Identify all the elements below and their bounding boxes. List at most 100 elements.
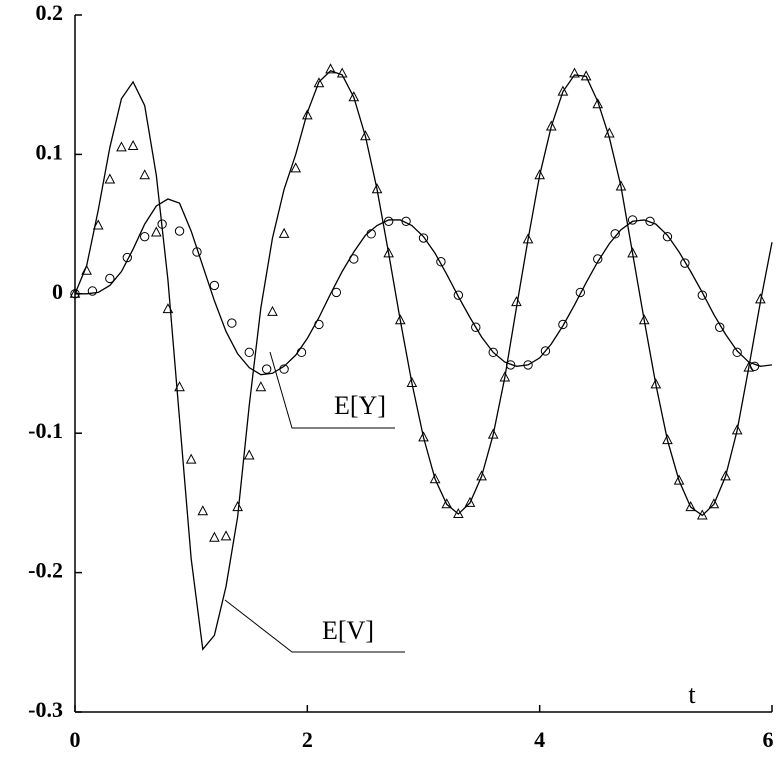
triangle-marker bbox=[116, 141, 127, 152]
triangle-marker bbox=[685, 501, 697, 512]
triangle-marker bbox=[545, 120, 557, 131]
triangle-marker bbox=[592, 98, 604, 109]
curve bbox=[75, 198, 773, 376]
leader-line bbox=[269, 351, 395, 429]
triangle-marker bbox=[174, 381, 185, 392]
circle-marker bbox=[366, 229, 376, 239]
triangle-marker bbox=[731, 424, 743, 435]
x-axis-label: t bbox=[688, 680, 696, 709]
triangle-marker bbox=[464, 496, 476, 507]
x-tick-label: 6 bbox=[763, 727, 774, 752]
triangle-marker bbox=[743, 361, 755, 372]
triangle-marker bbox=[441, 498, 453, 509]
triangle-marker bbox=[302, 109, 313, 120]
circle-marker bbox=[209, 280, 220, 291]
circle-marker bbox=[645, 216, 655, 227]
y-tick-label: 0.2 bbox=[36, 0, 64, 25]
triangle-marker bbox=[511, 296, 522, 307]
triangle-marker bbox=[185, 453, 197, 464]
y-tick-label: -0.1 bbox=[28, 418, 63, 443]
triangle-marker bbox=[650, 378, 662, 389]
triangle-marker bbox=[487, 428, 499, 439]
circle-marker bbox=[680, 258, 690, 268]
circle-marker bbox=[157, 219, 167, 229]
triangle-marker bbox=[615, 180, 627, 191]
triangle-marker bbox=[290, 162, 302, 173]
triangle-marker bbox=[406, 376, 418, 388]
triangle-marker bbox=[232, 501, 243, 512]
circle-marker bbox=[523, 360, 533, 370]
triangle-marker bbox=[418, 431, 429, 442]
triangle-marker bbox=[429, 473, 441, 484]
triangle-marker bbox=[569, 67, 580, 78]
triangle-marker bbox=[220, 530, 232, 541]
triangle-marker bbox=[162, 303, 174, 314]
triangle-marker bbox=[499, 371, 511, 382]
circle-marker bbox=[488, 347, 498, 358]
circle-marker bbox=[471, 322, 481, 332]
x-tick-label: 0 bbox=[70, 727, 81, 752]
triangle-marker bbox=[127, 139, 139, 151]
triangle-marker bbox=[476, 470, 487, 481]
triangle-marker bbox=[383, 247, 394, 258]
y-tick-label: -0.2 bbox=[28, 558, 63, 583]
triangle-marker bbox=[243, 449, 255, 460]
triangle-marker bbox=[522, 233, 534, 244]
circle-marker bbox=[540, 346, 551, 356]
triangle-marker bbox=[255, 381, 267, 392]
triangle-marker bbox=[139, 169, 151, 180]
triangle-marker bbox=[313, 77, 325, 88]
triangle-marker bbox=[627, 247, 638, 258]
circle-marker bbox=[349, 254, 359, 264]
circle-marker bbox=[610, 229, 620, 239]
x-tick-label: 4 bbox=[534, 727, 545, 752]
triangle-marker bbox=[453, 507, 464, 519]
series-label: E[Y] bbox=[334, 391, 386, 420]
triangle-marker bbox=[197, 505, 209, 516]
circle-marker bbox=[244, 347, 254, 358]
circle-marker bbox=[697, 290, 707, 300]
triangle-marker bbox=[708, 498, 720, 509]
circle-marker bbox=[558, 319, 568, 330]
circle-marker bbox=[261, 364, 272, 374]
triangle-marker bbox=[92, 219, 104, 230]
circle-marker bbox=[436, 257, 446, 267]
circle-marker bbox=[749, 361, 760, 371]
triangle-marker bbox=[557, 85, 569, 96]
circle-marker bbox=[140, 231, 150, 242]
circle-marker bbox=[227, 318, 237, 328]
triangle-marker bbox=[267, 305, 278, 316]
circle-marker bbox=[505, 360, 516, 370]
y-tick-label: -0.3 bbox=[28, 697, 63, 722]
triangle-marker bbox=[604, 127, 615, 138]
triangle-marker bbox=[662, 434, 673, 445]
series-label: E[V] bbox=[322, 616, 374, 645]
triangle-marker bbox=[534, 169, 545, 180]
triangle-marker bbox=[209, 531, 220, 542]
circle-marker bbox=[732, 347, 742, 358]
circle-marker bbox=[575, 287, 586, 298]
triangle-marker bbox=[150, 226, 162, 237]
triangle-marker bbox=[673, 474, 685, 485]
circle-marker bbox=[453, 290, 464, 300]
triangle-marker bbox=[580, 70, 592, 81]
triangle-marker bbox=[755, 293, 766, 304]
y-tick-label: 0.1 bbox=[36, 139, 64, 164]
triangle-marker bbox=[336, 67, 348, 78]
circle-marker bbox=[279, 364, 289, 374]
triangle-marker bbox=[696, 509, 708, 520]
circle-marker bbox=[331, 287, 342, 298]
triangle-marker bbox=[638, 314, 650, 325]
circle-marker bbox=[122, 252, 132, 263]
circle-marker bbox=[627, 215, 638, 225]
circle-marker bbox=[314, 319, 324, 330]
triangle-marker bbox=[81, 264, 92, 275]
circle-marker bbox=[296, 347, 307, 358]
circle-marker bbox=[105, 273, 115, 284]
x-tick-label: 2 bbox=[302, 727, 313, 752]
circle-marker bbox=[174, 226, 185, 236]
triangle-marker bbox=[720, 470, 731, 481]
y-tick-label: 0 bbox=[52, 279, 63, 304]
circle-marker bbox=[715, 322, 725, 332]
